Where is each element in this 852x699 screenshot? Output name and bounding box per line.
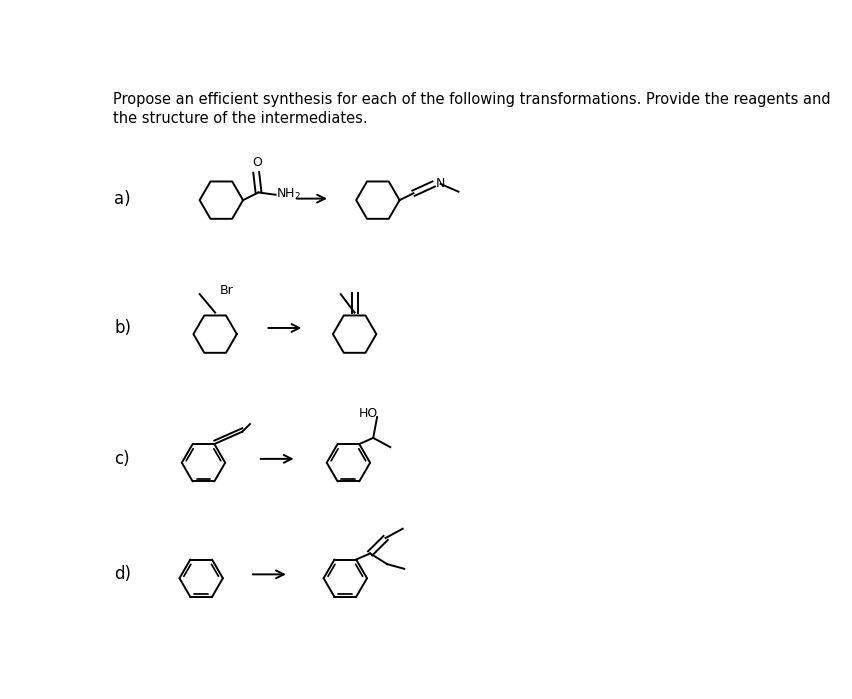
Text: N: N: [435, 177, 445, 189]
Text: c): c): [114, 450, 130, 468]
Text: the structure of the intermediates.: the structure of the intermediates.: [112, 111, 367, 126]
Text: Propose an efficient synthesis for each of the following transformations. Provid: Propose an efficient synthesis for each …: [112, 92, 830, 108]
Text: NH$_2$: NH$_2$: [276, 187, 301, 201]
Text: b): b): [114, 319, 131, 337]
Text: d): d): [114, 565, 131, 584]
Text: O: O: [251, 156, 262, 169]
Text: HO: HO: [358, 407, 377, 419]
Text: Br: Br: [220, 284, 233, 297]
Text: a): a): [114, 189, 131, 208]
